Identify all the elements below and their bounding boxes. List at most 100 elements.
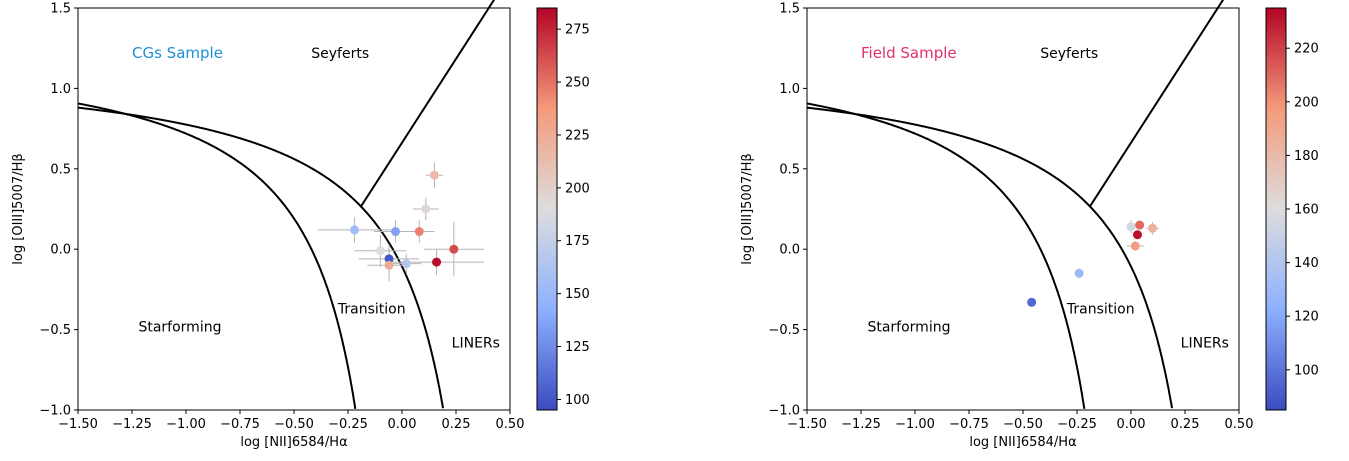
data-point — [414, 227, 424, 237]
x-tick-label: −0.75 — [220, 417, 260, 432]
panel-field-sample: −1.50 −1.25 −1.00 −0.75 −0.50 −0.25 0.00 0.25 0.… — [740, 0, 1319, 450]
data-point — [432, 257, 442, 267]
colorbar-tick-label: 180 — [1294, 149, 1319, 164]
colorbar-tick-label: 200 — [1294, 95, 1319, 110]
x-tick-label: 0.00 — [1117, 417, 1146, 432]
colorbar-tick-label: 125 — [565, 340, 590, 355]
x-tick-label: −1.25 — [841, 417, 881, 432]
data-point — [449, 244, 459, 254]
data-points — [1027, 220, 1158, 307]
region-label-starforming: Starforming — [138, 319, 221, 335]
x-tick-label: −0.75 — [949, 417, 989, 432]
x-tick-label: −1.00 — [895, 417, 935, 432]
region-label-transition: Transition — [337, 302, 406, 318]
x-tick-label: −0.25 — [1057, 417, 1097, 432]
x-tick-label: 0.25 — [1171, 417, 1200, 432]
x-tick-label: −1.00 — [166, 417, 206, 432]
data-point — [421, 204, 431, 214]
colorbar-tick-label: 100 — [1294, 363, 1319, 378]
region-label-seyferts: Seyferts — [1040, 46, 1098, 62]
colorbar-gradient — [1266, 8, 1286, 410]
x-tick-label: −1.50 — [58, 417, 98, 432]
data-point — [384, 260, 394, 270]
y-tick-label: 1.0 — [779, 82, 800, 97]
kewley-line — [806, 106, 1173, 409]
y-tick-label: −1.0 — [768, 404, 800, 419]
x-tick-label: −0.50 — [274, 417, 314, 432]
data-point — [1135, 220, 1145, 230]
y-tick-label: 1.5 — [50, 2, 71, 17]
colorbar-tick-label: 250 — [565, 76, 590, 91]
data-point — [375, 246, 385, 256]
x-tick-label: 0.50 — [496, 417, 525, 432]
colorbar-tick-label: 120 — [1294, 310, 1319, 325]
region-label-starforming: Starforming — [867, 319, 950, 335]
y-tick-label: 1.5 — [779, 2, 800, 17]
kewley-line — [77, 106, 444, 409]
data-point — [1130, 241, 1140, 251]
plot-frame — [77, 7, 511, 411]
region-label-liners: LINERs — [452, 335, 500, 351]
colorbar-gradient — [537, 8, 557, 410]
axis-ticks: −1.50 −1.25 −1.00 −0.75 −0.50 −0.25 0.00 0.25 0.… — [39, 2, 524, 433]
colorbar-tick-label: 200 — [565, 181, 590, 196]
plot-frame — [806, 7, 1240, 411]
kauffmann-line — [77, 102, 357, 410]
demarcation-curves — [77, 0, 496, 410]
axis-ticks: −1.50 −1.25 −1.00 −0.75 −0.50 −0.25 0.00 0.25 0.… — [768, 2, 1253, 433]
y-tick-label: 1.0 — [50, 82, 71, 97]
x-tick-label: 0.25 — [442, 417, 471, 432]
region-label-liners: LINERs — [1181, 335, 1229, 351]
seyfert-liner-line — [360, 0, 496, 208]
x-axis-title: log [NII]6584/Hα — [240, 435, 347, 450]
colorbar-tick-label: 150 — [565, 287, 590, 302]
data-point — [384, 254, 394, 264]
x-tick-label: −0.50 — [1003, 417, 1043, 432]
error-bars — [317, 162, 485, 282]
y-tick-label: −1.0 — [39, 404, 71, 419]
colorbar-tick-label: 100 — [565, 393, 590, 408]
x-tick-label: −0.25 — [328, 417, 368, 432]
y-tick-label: 0.5 — [779, 162, 800, 177]
seyfert-liner-line — [1089, 0, 1225, 208]
y-tick-label: 0.5 — [50, 162, 71, 177]
sample-label: CGs Sample — [132, 44, 223, 62]
y-axis-title: log [OIII]5007/Hβ — [11, 153, 26, 264]
colorbar-tick-label: 160 — [1294, 203, 1319, 218]
y-axis-title: log [OIII]5007/Hβ — [740, 153, 755, 264]
y-tick-label: −0.5 — [768, 323, 800, 338]
colorbar-tick-label: 220 — [1294, 42, 1319, 57]
data-point — [401, 259, 411, 269]
panel-cgs-sample: −1.50 −1.25 −1.00 −0.75 −0.50 −0.25 0.00 0.25 0.… — [11, 0, 590, 450]
data-point — [349, 225, 359, 235]
data-point — [1148, 223, 1158, 233]
x-tick-label: −1.50 — [787, 417, 827, 432]
x-axis-title: log [NII]6584/Hα — [969, 435, 1076, 450]
colorbar-tick-label: 140 — [1294, 256, 1319, 271]
y-tick-label: −0.5 — [39, 323, 71, 338]
y-tick-label: 0.0 — [50, 243, 71, 258]
y-tick-label: 0.0 — [779, 243, 800, 258]
x-tick-label: −1.25 — [112, 417, 152, 432]
kauffmann-line — [806, 102, 1086, 410]
data-points — [349, 170, 459, 270]
x-tick-label: 0.50 — [1225, 417, 1254, 432]
colorbar-frame — [536, 7, 558, 411]
colorbar: 100 120 140 160 180 200 220 — [1265, 7, 1319, 411]
data-point — [1074, 268, 1084, 278]
sample-label: Field Sample — [861, 44, 957, 62]
x-tick-label: 0.00 — [388, 417, 417, 432]
data-point — [429, 170, 439, 180]
colorbar-tick-label: 225 — [565, 128, 590, 143]
data-point — [1126, 222, 1136, 232]
data-point — [1132, 230, 1142, 240]
data-point — [1027, 297, 1037, 307]
data-point — [391, 227, 401, 237]
colorbar: 100 125 150 175 200 225 250 275 — [536, 7, 590, 411]
region-label-seyferts: Seyferts — [311, 46, 369, 62]
colorbar-tick-label: 175 — [565, 234, 590, 249]
colorbar-tick-label: 275 — [565, 23, 590, 38]
demarcation-curves — [806, 0, 1225, 410]
region-label-transition: Transition — [1066, 302, 1135, 318]
